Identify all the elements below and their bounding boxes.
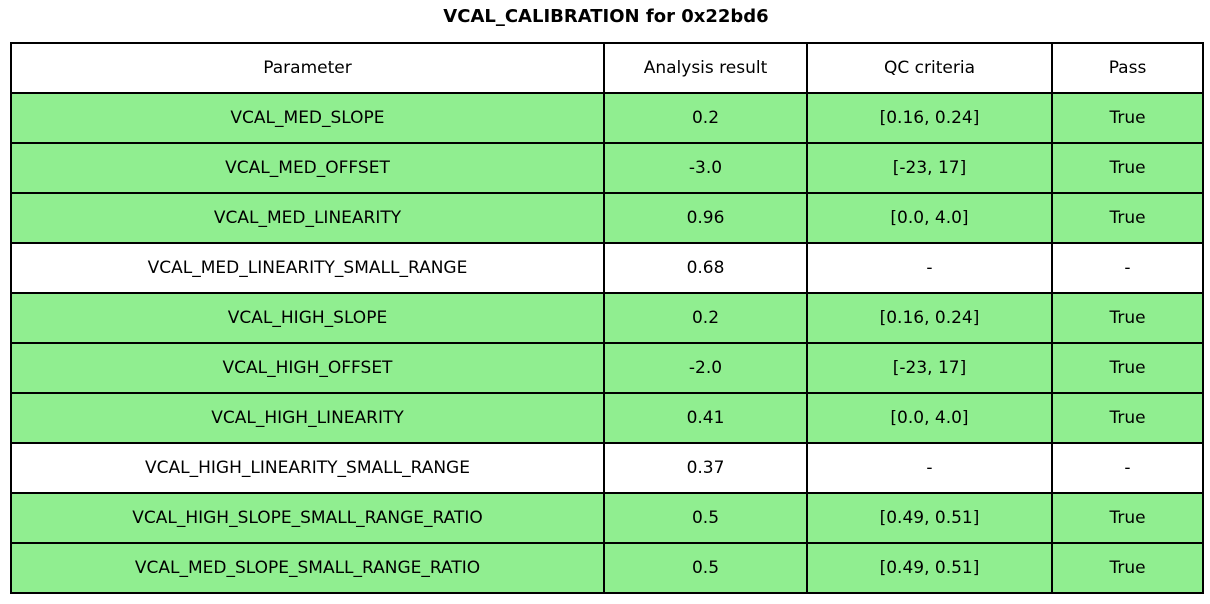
col-header-parameter: Parameter: [10, 42, 605, 94]
analysis-result-cell: 0.5: [603, 542, 808, 594]
parameter-cell: VCAL_HIGH_OFFSET: [10, 342, 605, 394]
table-row: VCAL_HIGH_SLOPE 0.2 [0.16, 0.24] True: [10, 292, 1204, 344]
analysis-result-cell: 0.5: [603, 492, 808, 544]
table-row: VCAL_MED_LINEARITY_SMALL_RANGE 0.68 - -: [10, 242, 1204, 294]
table-row: VCAL_MED_SLOPE_SMALL_RANGE_RATIO 0.5 [0.…: [10, 542, 1204, 594]
qc-table: Parameter Analysis result QC criteria Pa…: [10, 42, 1204, 594]
col-header-analysis-result: Analysis result: [603, 42, 808, 94]
analysis-result-cell: 0.37: [603, 442, 808, 494]
qc-criteria-cell: -: [806, 442, 1053, 494]
qc-criteria-cell: [0.49, 0.51]: [806, 542, 1053, 594]
analysis-result-cell: -2.0: [603, 342, 808, 394]
pass-cell: True: [1051, 542, 1204, 594]
qc-criteria-cell: -: [806, 242, 1053, 294]
pass-cell: True: [1051, 392, 1204, 444]
pass-cell: -: [1051, 442, 1204, 494]
qc-criteria-cell: [-23, 17]: [806, 142, 1053, 194]
parameter-cell: VCAL_HIGH_LINEARITY: [10, 392, 605, 444]
parameter-cell: VCAL_MED_SLOPE_SMALL_RANGE_RATIO: [10, 542, 605, 594]
analysis-result-cell: 0.41: [603, 392, 808, 444]
parameter-cell: VCAL_MED_LINEARITY: [10, 192, 605, 244]
qc-criteria-cell: [0.16, 0.24]: [806, 292, 1053, 344]
qc-criteria-cell: [-23, 17]: [806, 342, 1053, 394]
table-row: VCAL_HIGH_LINEARITY_SMALL_RANGE 0.37 - -: [10, 442, 1204, 494]
pass-cell: True: [1051, 192, 1204, 244]
parameter-cell: VCAL_MED_LINEARITY_SMALL_RANGE: [10, 242, 605, 294]
col-header-pass: Pass: [1051, 42, 1204, 94]
page-title: VCAL_CALIBRATION for 0x22bd6: [443, 6, 769, 27]
table-row: VCAL_MED_OFFSET -3.0 [-23, 17] True: [10, 142, 1204, 194]
table-row: VCAL_MED_SLOPE 0.2 [0.16, 0.24] True: [10, 92, 1204, 144]
table-row: VCAL_HIGH_SLOPE_SMALL_RANGE_RATIO 0.5 [0…: [10, 492, 1204, 544]
col-header-qc-criteria: QC criteria: [806, 42, 1053, 94]
parameter-cell: VCAL_MED_SLOPE: [10, 92, 605, 144]
pass-cell: True: [1051, 492, 1204, 544]
qc-criteria-cell: [0.0, 4.0]: [806, 192, 1053, 244]
table-row: VCAL_MED_LINEARITY 0.96 [0.0, 4.0] True: [10, 192, 1204, 244]
pass-cell: True: [1051, 142, 1204, 194]
analysis-result-cell: 0.68: [603, 242, 808, 294]
qc-criteria-cell: [0.0, 4.0]: [806, 392, 1053, 444]
pass-cell: True: [1051, 92, 1204, 144]
table-row: VCAL_HIGH_LINEARITY 0.41 [0.0, 4.0] True: [10, 392, 1204, 444]
qc-criteria-cell: [0.16, 0.24]: [806, 92, 1053, 144]
pass-cell: True: [1051, 342, 1204, 394]
pass-cell: True: [1051, 292, 1204, 344]
analysis-result-cell: 0.2: [603, 92, 808, 144]
parameter-cell: VCAL_HIGH_LINEARITY_SMALL_RANGE: [10, 442, 605, 494]
parameter-cell: VCAL_MED_OFFSET: [10, 142, 605, 194]
table-header-row: Parameter Analysis result QC criteria Pa…: [10, 42, 1204, 94]
parameter-cell: VCAL_HIGH_SLOPE: [10, 292, 605, 344]
analysis-result-cell: 0.2: [603, 292, 808, 344]
qc-criteria-cell: [0.49, 0.51]: [806, 492, 1053, 544]
table-row: VCAL_HIGH_OFFSET -2.0 [-23, 17] True: [10, 342, 1204, 394]
parameter-cell: VCAL_HIGH_SLOPE_SMALL_RANGE_RATIO: [10, 492, 605, 544]
pass-cell: -: [1051, 242, 1204, 294]
analysis-result-cell: -3.0: [603, 142, 808, 194]
analysis-result-cell: 0.96: [603, 192, 808, 244]
